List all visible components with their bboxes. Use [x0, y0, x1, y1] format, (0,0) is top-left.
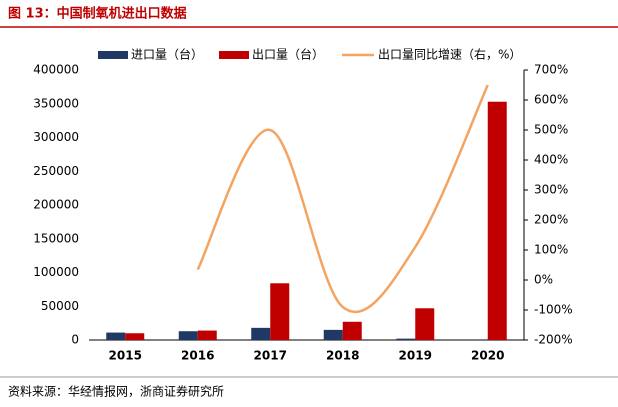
y2-tick-label: 400% [534, 153, 568, 167]
y2-tick-label: 600% [534, 93, 568, 107]
legend-swatch [219, 51, 249, 59]
y2-tick-label: 100% [534, 243, 568, 257]
legend-label: 进口量（台） [131, 47, 203, 62]
y2-tick-label: 200% [534, 213, 568, 227]
bar [323, 329, 343, 340]
y-tick-label: 0 [71, 333, 79, 347]
bar [487, 101, 507, 340]
bar [342, 321, 362, 340]
bar [178, 331, 198, 340]
y-tick-label: 400000 [33, 63, 79, 77]
bar [106, 332, 126, 340]
legend-label: 出口量（台） [252, 47, 324, 62]
chart-title: 图 13：中国制氧机进出口数据 [8, 6, 187, 22]
y-tick-label: 200000 [33, 198, 79, 212]
x-tick-label: 2020 [471, 349, 504, 363]
bar [396, 338, 416, 340]
x-tick-label: 2017 [254, 349, 287, 363]
y2-tick-label: -200% [534, 333, 573, 347]
x-tick-label: 2016 [181, 349, 214, 363]
source: 资料来源：华经情报网，浙商证券研究所 [8, 384, 224, 399]
y-tick-label: 50000 [41, 299, 79, 313]
y-tick-label: 350000 [33, 96, 79, 110]
legend-swatch [98, 51, 128, 59]
y-tick-label: 100000 [33, 265, 79, 279]
y2-tick-label: 300% [534, 183, 568, 197]
y-tick-label: 250000 [33, 164, 79, 178]
legend-label: 出口量同比增速（右，%） [378, 47, 521, 62]
x-tick-label: 2015 [109, 349, 142, 363]
bar [197, 330, 217, 340]
y2-tick-label: 500% [534, 123, 568, 137]
y2-tick-label: -100% [534, 303, 573, 317]
y2-tick-label: 700% [534, 63, 568, 77]
y-tick-label: 300000 [33, 130, 79, 144]
bar [251, 327, 271, 340]
x-tick-label: 2018 [326, 349, 359, 363]
y2-tick-label: 0% [534, 273, 553, 287]
y-tick-label: 150000 [33, 231, 79, 245]
bar [415, 308, 435, 340]
line [196, 84, 489, 314]
x-tick-label: 2019 [399, 349, 432, 363]
bar [270, 283, 290, 340]
bar [125, 333, 145, 340]
